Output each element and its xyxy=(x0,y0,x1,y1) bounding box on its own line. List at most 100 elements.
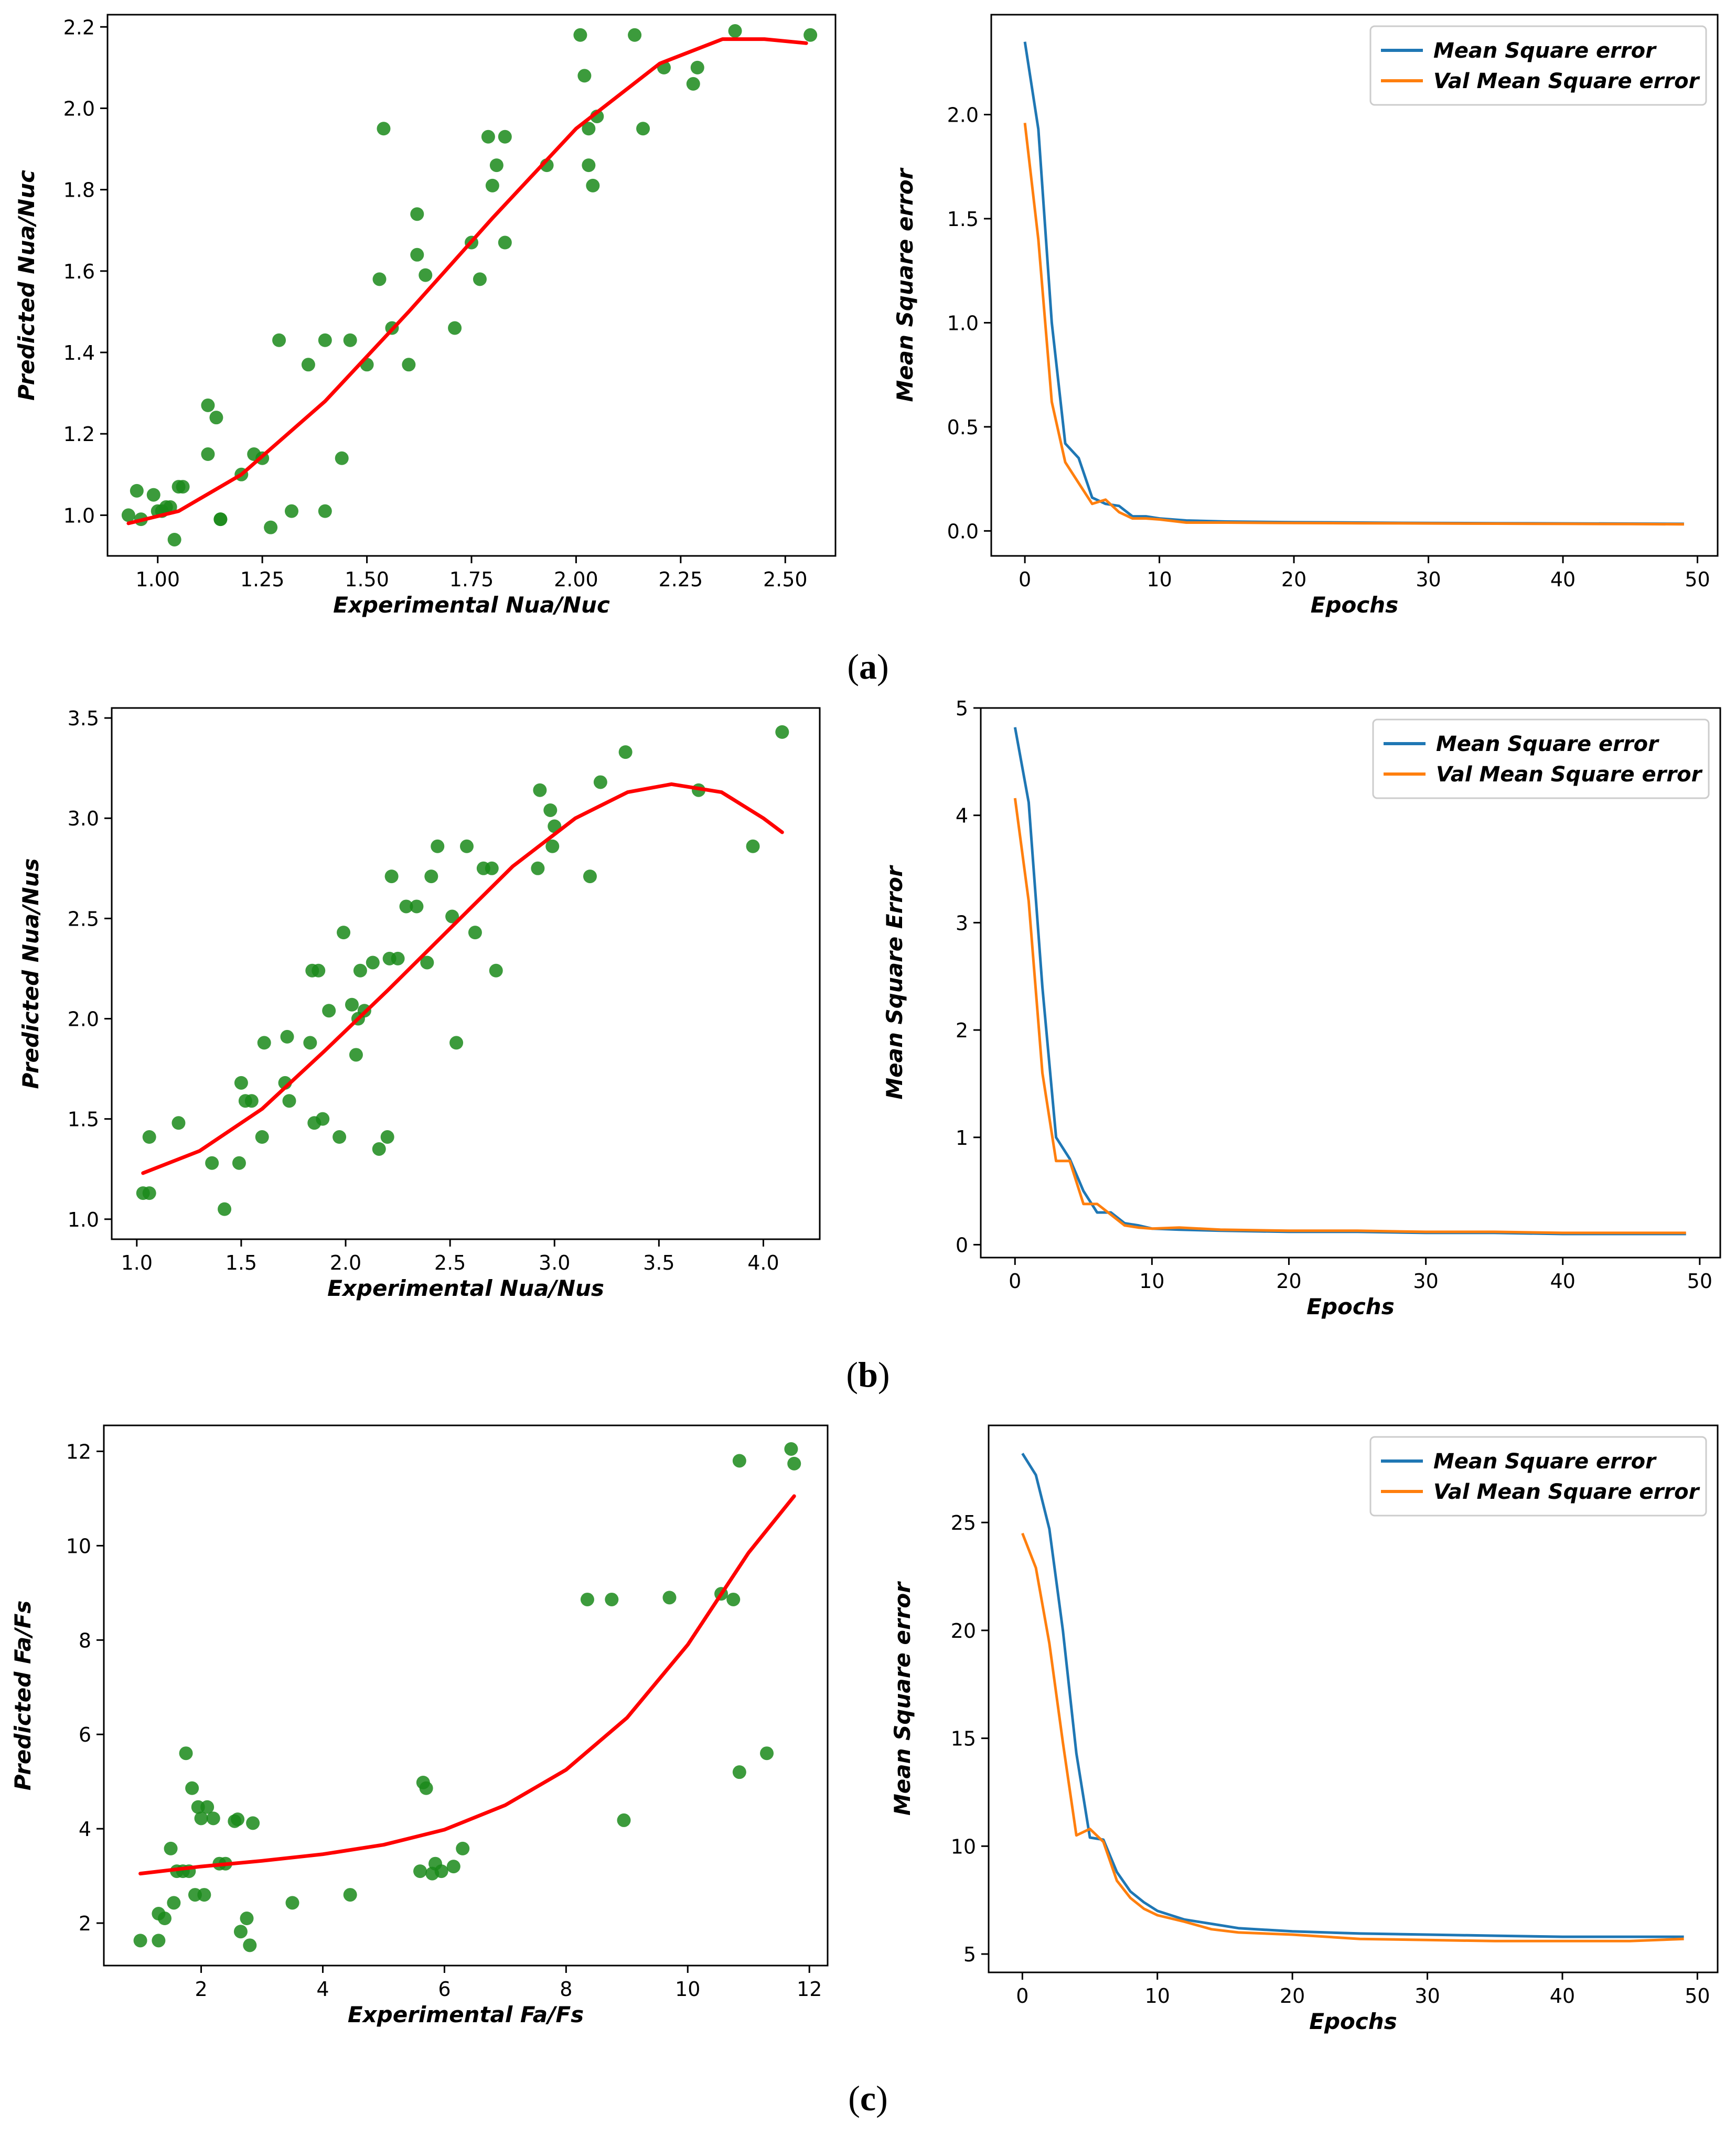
legend-label: Val Mean Square error xyxy=(1433,1480,1700,1504)
scatter-point xyxy=(420,956,434,970)
y-tick-label: 1.2 xyxy=(63,423,95,446)
scatter-point xyxy=(343,1888,357,1902)
scatter-point xyxy=(264,520,278,534)
y-tick-label: 0.5 xyxy=(947,416,979,439)
x-tick-label: 3.0 xyxy=(539,1251,570,1274)
scatter-point xyxy=(803,28,818,42)
x-tick-label: 30 xyxy=(1416,568,1441,591)
scatter-point xyxy=(157,1912,172,1926)
y-axis-label: Mean Square Error xyxy=(882,865,907,1099)
scatter-point xyxy=(456,1841,470,1855)
x-tick-label: 20 xyxy=(1281,568,1306,591)
chart-b-left: 1.0 1.5 2.0 2.5 3.0 3.5 4.0 1.0 1.5 2.0 2.5 3.0 3.5 E… xyxy=(18,707,821,1301)
caption-a: (a) xyxy=(847,647,888,686)
scatter-point xyxy=(303,1036,317,1050)
chart-c-right: 0 10 20 30 40 50 5 10 15 20 25 Epochs Mean Square er… xyxy=(890,1424,1719,2034)
y-tick-label: 5 xyxy=(956,697,968,720)
scatter-point xyxy=(312,963,326,978)
y-tick-label: 10 xyxy=(951,1835,976,1858)
scatter-point xyxy=(434,1864,448,1879)
scatter-point xyxy=(142,1186,156,1200)
y-tick-label: 25 xyxy=(951,1511,976,1534)
scatter-point xyxy=(402,358,416,372)
scatter-point xyxy=(686,77,700,91)
scatter-point xyxy=(399,899,413,914)
scatter-point xyxy=(201,398,215,412)
scatter-point xyxy=(573,28,587,42)
plot-frame xyxy=(103,1424,829,1967)
plot-frame xyxy=(980,707,1721,1259)
scatter-point xyxy=(121,508,135,522)
scatter-point xyxy=(194,1811,208,1826)
scatter-point xyxy=(343,333,357,347)
x-tick-label: 10 xyxy=(1139,1270,1164,1293)
legend-label: Val Mean Square error xyxy=(1433,69,1700,93)
scatter-point xyxy=(337,926,351,940)
y-tick-label: 2 xyxy=(79,1912,91,1935)
x-tick-label: 1.0 xyxy=(121,1251,153,1274)
x-axis-label: Experimental Nua/Nus xyxy=(327,1275,604,1301)
y-tick-label: 2.2 xyxy=(63,16,95,39)
y-tick-label: 0 xyxy=(956,1233,968,1257)
scatter-point xyxy=(197,1888,211,1902)
x-tick-label: 10 xyxy=(1146,568,1172,591)
x-tick-label: 12 xyxy=(797,1978,822,2001)
x-tick-label: 0 xyxy=(1019,568,1031,591)
scatter-point xyxy=(498,235,512,250)
scatter-point xyxy=(410,248,424,262)
plot-frame xyxy=(988,1424,1719,1973)
scatter-point xyxy=(446,1860,460,1874)
scatter-point xyxy=(301,358,315,372)
y-tick-label: 3 xyxy=(956,911,968,935)
scatter-point xyxy=(732,1454,746,1468)
plot-frame xyxy=(111,707,821,1240)
scatter-point xyxy=(179,1746,193,1761)
y-tick-label: 8 xyxy=(79,1629,91,1652)
x-tick-label: 50 xyxy=(1685,1984,1710,2008)
scatter-point xyxy=(380,1130,394,1144)
scatter-point xyxy=(316,1112,330,1126)
scatter-point xyxy=(284,504,298,518)
legend-label: Mean Square error xyxy=(1436,732,1659,756)
caption-c: (c) xyxy=(848,2078,888,2118)
series-line-val xyxy=(1021,1532,1684,1942)
y-tick-label: 3.5 xyxy=(68,707,99,730)
fit-curve xyxy=(138,1494,796,1876)
scatter-point xyxy=(172,1116,186,1130)
y-tick-label: 1 xyxy=(956,1126,968,1150)
scatter-point xyxy=(449,1036,464,1050)
scatter-point xyxy=(662,1591,677,1605)
y-axis-label: Predicted Nua/Nuc xyxy=(14,170,39,401)
scatter-point xyxy=(784,1442,798,1456)
scatter-point xyxy=(272,333,286,347)
scatter-point xyxy=(605,1592,619,1606)
y-tick-label: 6 xyxy=(79,1723,91,1746)
scatter-point xyxy=(377,122,391,136)
chart-a-left: 1.00 1.25 1.50 1.75 2.00 2.25 2.50 1.0 1.2 1.4 1.6… xyxy=(14,14,837,618)
scatter-point xyxy=(372,1142,386,1156)
x-tick-label: 1.50 xyxy=(345,568,389,591)
x-tick-label: 2 xyxy=(195,1978,207,2001)
scatter-point xyxy=(205,1156,219,1170)
scatter-point xyxy=(349,1048,363,1062)
x-axis-label: Epochs xyxy=(1306,1294,1394,1319)
scatter-point xyxy=(285,1896,299,1910)
scatter-point xyxy=(257,1036,271,1050)
scatter-point xyxy=(366,956,380,970)
scatter-point xyxy=(419,268,433,282)
x-tick-label: 2.25 xyxy=(659,568,703,591)
scatter-point xyxy=(582,122,596,136)
x-tick-label: 2.00 xyxy=(554,568,598,591)
y-tick-label: 1.4 xyxy=(63,341,95,364)
legend-label: Val Mean Square error xyxy=(1436,763,1703,787)
scatter-point xyxy=(255,1130,269,1144)
scatter-point xyxy=(726,1592,741,1606)
caption-b: (b) xyxy=(846,1355,890,1394)
scatter-point xyxy=(580,1592,594,1606)
scatter-point xyxy=(690,60,704,74)
scatter-point xyxy=(728,24,742,38)
x-tick-label: 50 xyxy=(1685,568,1710,591)
fit-curve xyxy=(126,37,808,525)
x-tick-label: 2.0 xyxy=(330,1251,361,1274)
y-tick-label: 2.0 xyxy=(947,104,979,127)
